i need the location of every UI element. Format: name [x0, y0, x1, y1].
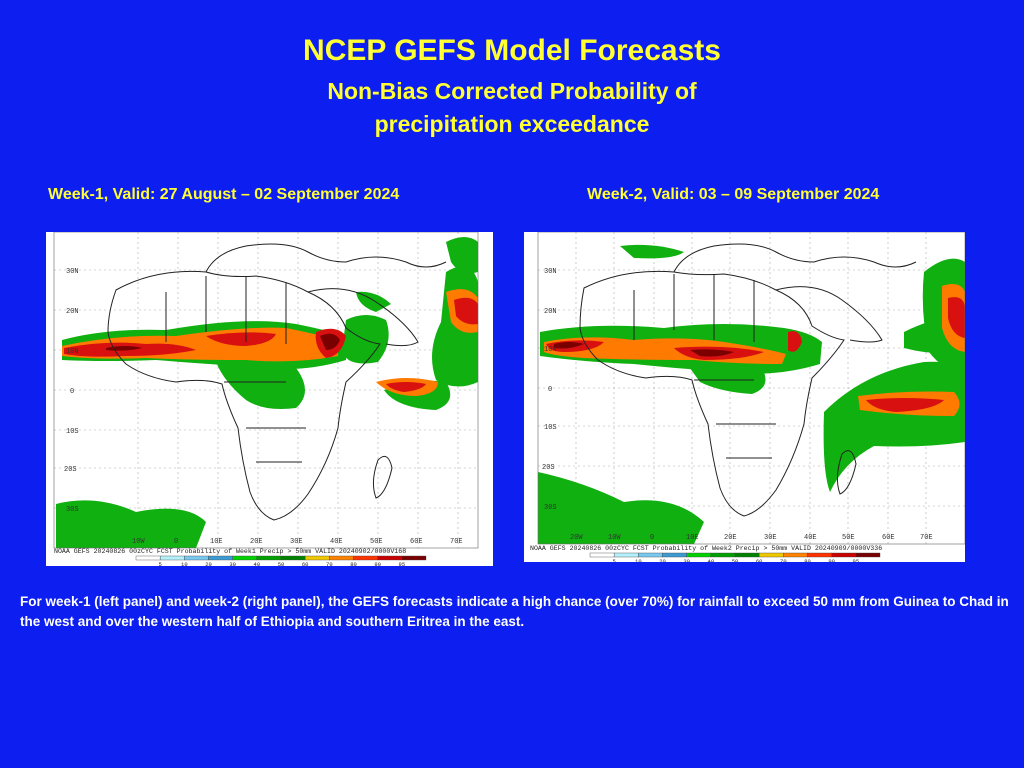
colorbar-tick-label: 60: [756, 558, 763, 562]
colorbar-swatch: [135, 555, 161, 561]
colorbar-tick-label: 10: [635, 558, 642, 562]
colorbar-tick-label: 20: [205, 561, 212, 566]
lon-label: 30E: [764, 534, 777, 542]
colorbar-swatch: [710, 552, 736, 558]
colorbar-swatch: [304, 555, 330, 561]
summary-caption: For week-1 (left panel) and week-2 (righ…: [20, 594, 1009, 629]
lat-label: 20N: [66, 308, 79, 316]
week1-map-footer: NOAA GEFS 20240826 00zCYC FCST Probabili…: [54, 548, 406, 555]
colorbar-swatch: [638, 552, 663, 558]
week2-map-panel: 30N 20N 10N 0 10S 20S 30S 20W 10W 0 10E …: [524, 232, 965, 562]
colorbar-swatch: [807, 552, 832, 558]
colorbar-swatch: [855, 552, 881, 558]
colorbar-tick-label: 10: [181, 561, 188, 566]
colorbar-swatch: [783, 552, 808, 558]
week2-map: 30N 20N 10N 0 10S 20S 30S 20W 10W 0 10E …: [530, 232, 965, 562]
colorbar-swatch: [184, 555, 209, 561]
colorbar-swatch: [353, 555, 378, 561]
colorbar-tick-label: 80: [804, 558, 811, 562]
colorbar-tick-label: 50: [732, 558, 739, 562]
lat-label: 10S: [544, 424, 557, 432]
lat-label: 10N: [544, 346, 557, 354]
colorbar-tick-label: 70: [326, 561, 333, 566]
page-subtitle-line2: precipitation exceedance: [374, 111, 650, 137]
page-title: NCEP GEFS Model Forecasts: [303, 34, 721, 67]
colorbar-tick-label: 70: [780, 558, 787, 562]
colorbar-tick-label: 60: [302, 561, 309, 566]
colorbar-swatch: [686, 552, 712, 558]
lon-label: 60E: [410, 538, 423, 546]
colorbar-swatch: [208, 555, 233, 561]
lon-label: 40E: [330, 538, 343, 546]
lon-label: 40E: [804, 534, 817, 542]
colorbar-tick-label: 20: [659, 558, 666, 562]
colorbar-tick-label: 5: [159, 561, 162, 566]
colorbar-tick-label: 95: [399, 561, 406, 566]
colorbar-tick-label: 50: [278, 561, 285, 566]
colorbar-swatch: [329, 555, 354, 561]
lon-label: 50E: [842, 534, 855, 542]
colorbar-swatch: [831, 552, 857, 558]
colorbar-swatch: [589, 552, 615, 558]
colorbar-swatch: [232, 555, 258, 561]
colorbar-swatch: [401, 555, 427, 561]
lat-label: 20S: [64, 466, 77, 474]
colorbar-swatch: [256, 555, 282, 561]
lon-label: 0: [650, 534, 654, 542]
week1-map: 30N 20N 10N 0 10S 20S 30S 10W 0 10E 20E …: [53, 232, 479, 566]
colorbar-swatch: [758, 552, 784, 558]
lon-label: 0: [174, 538, 178, 546]
lat-label: 10S: [66, 428, 79, 436]
lon-label: 30E: [290, 538, 303, 546]
colorbar-swatch: [662, 552, 687, 558]
lon-label: 70E: [450, 538, 463, 546]
week1-heading: Week-1, Valid: 27 August – 02 September …: [48, 186, 400, 203]
lon-label: 20E: [724, 534, 737, 542]
lat-label: 10N: [66, 348, 79, 356]
lon-label: 10E: [210, 538, 223, 546]
colorbar-tick-label: 95: [853, 558, 860, 562]
lat-label: 30N: [544, 268, 557, 276]
week1-map-panel: 30N 20N 10N 0 10S 20S 30S 10W 0 10E 20E …: [46, 232, 493, 566]
colorbar-swatch: [613, 552, 639, 558]
page-subtitle-line1: Non-Bias Corrected Probability of: [327, 78, 697, 104]
colorbar-tick-label: 90: [828, 558, 835, 562]
colorbar-tick-label: 90: [374, 561, 381, 566]
colorbar-swatch: [280, 555, 306, 561]
colorbar-tick-label: 40: [254, 561, 261, 566]
colorbar-tick-label: 30: [229, 561, 236, 566]
lat-label: 20N: [544, 308, 557, 316]
colorbar-tick-label: 80: [350, 561, 357, 566]
lat-label: 0: [70, 388, 74, 396]
colorbar-swatch: [377, 555, 403, 561]
colorbar-swatch: [159, 555, 185, 561]
colorbar-tick-label: 40: [708, 558, 715, 562]
colorbar-swatch: [734, 552, 760, 558]
lon-label: 60E: [882, 534, 895, 542]
lat-label: 30S: [544, 504, 557, 512]
lon-label: 70E: [920, 534, 933, 542]
colorbar-tick-label: 5: [613, 558, 616, 562]
colorbar: 5 10 20 30 40 50 60 70 80 90 95: [589, 552, 881, 562]
lat-label: 0: [548, 386, 552, 394]
lon-label: 50E: [370, 538, 383, 546]
colorbar: 5 10 20 30 40 50 60 70 80 90 95: [135, 555, 427, 566]
lon-label: 20E: [250, 538, 263, 546]
colorbar-tick-label: 30: [683, 558, 690, 562]
week2-map-footer: NOAA GEFS 20240826 00zCYC FCST Probabili…: [530, 545, 882, 552]
lat-label: 30S: [66, 506, 79, 514]
lat-label: 30N: [66, 268, 79, 276]
lon-label: 10W: [132, 538, 145, 546]
lon-label: 10W: [608, 534, 621, 542]
lon-label: 20W: [570, 534, 583, 542]
week2-heading: Week-2, Valid: 03 – 09 September 2024: [587, 186, 880, 203]
lon-label: 10E: [686, 534, 699, 542]
lat-label: 20S: [542, 464, 555, 472]
